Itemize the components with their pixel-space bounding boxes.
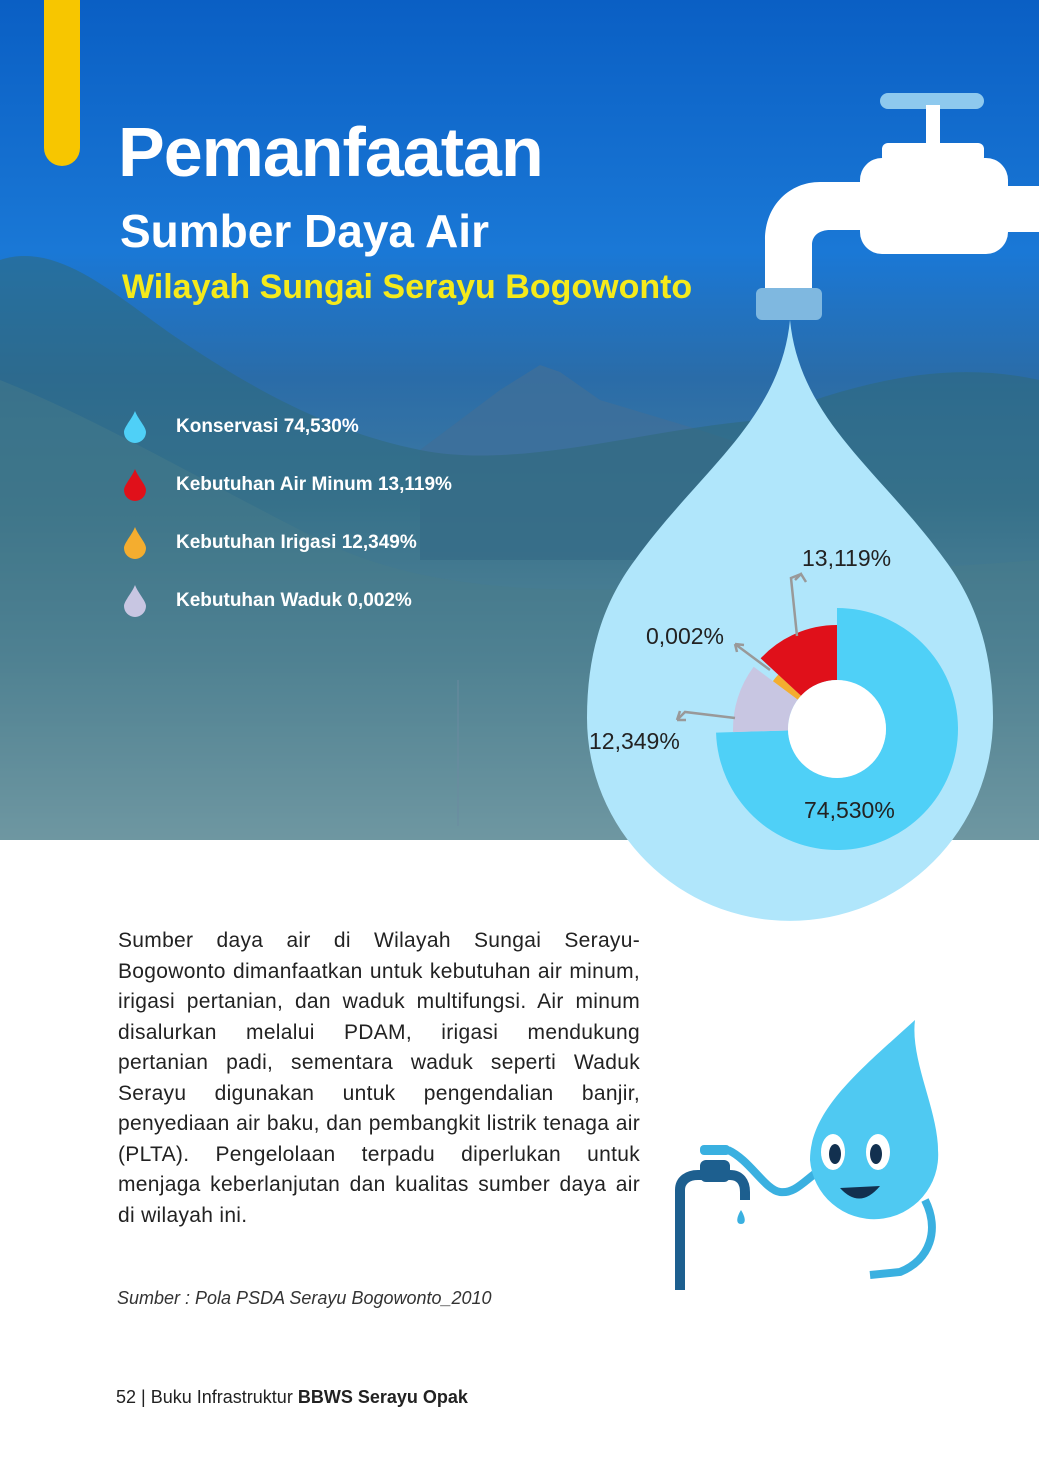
- legend-label: Kebutuhan Waduk 0,002%: [176, 590, 412, 611]
- donut-hole: [788, 680, 886, 778]
- donut-chart: 13,119% 0,002% 12,349% 74,530%: [587, 93, 1039, 921]
- legend-item-air-minum: Kebutuhan Air Minum 13,119%: [124, 456, 452, 514]
- source-citation: Sumber : Pola PSDA Serayu Bogowonto_2010: [117, 1288, 492, 1308]
- drop-icon: [124, 527, 146, 559]
- region-title: Wilayah Sungai Serayu Bogowonto: [122, 268, 693, 306]
- legend-item-irigasi: Kebutuhan Irigasi 12,349%: [124, 514, 452, 572]
- footer-book: Buku Infrastruktur: [150, 1387, 293, 1407]
- leader-lines: [675, 572, 808, 722]
- legend-label: Konservasi 74,530%: [176, 416, 359, 437]
- slice-irigasi: [733, 666, 798, 733]
- chart-legend: Konservasi 74,530% Kebutuhan Air Minum 1…: [124, 398, 452, 630]
- faucet-icon: [756, 93, 1039, 320]
- legend-label: Kebutuhan Air Minum 13,119%: [176, 474, 452, 495]
- water-drop-mascot-illustration: [675, 1020, 939, 1290]
- slice-waduk: [772, 674, 802, 700]
- data-label-irigasi: 12,349%: [589, 728, 680, 754]
- footer-org: BBWS Serayu Opak: [297, 1387, 468, 1407]
- legend-item-waduk: Kebutuhan Waduk 0,002%: [124, 572, 452, 630]
- body-paragraph: Sumber daya air di Wilayah Sungai Serayu…: [118, 929, 640, 1227]
- page-subtitle: Sumber Daya Air: [120, 205, 489, 257]
- footer-separator: |: [141, 1387, 146, 1407]
- page-number: 52: [116, 1387, 137, 1407]
- drop-icon: [124, 411, 146, 443]
- slice-konservasi: [716, 608, 958, 850]
- legend-item-konservasi: Konservasi 74,530%: [124, 398, 452, 456]
- data-label-konservasi: 74,530%: [804, 797, 895, 823]
- page-title: Pemanfaatan: [118, 113, 544, 191]
- data-label-air-minum: 13,119%: [802, 545, 891, 571]
- page-footer: 52 | Buku Infrastruktur BBWS Serayu Opak: [116, 1387, 468, 1408]
- slice-air-minum: [760, 625, 837, 696]
- drop-icon: [124, 469, 146, 501]
- data-label-waduk: 0,002%: [646, 623, 724, 649]
- legend-label: Kebutuhan Irigasi 12,349%: [176, 532, 417, 553]
- drop-icon: [124, 585, 146, 617]
- accent-bar: [44, 0, 80, 166]
